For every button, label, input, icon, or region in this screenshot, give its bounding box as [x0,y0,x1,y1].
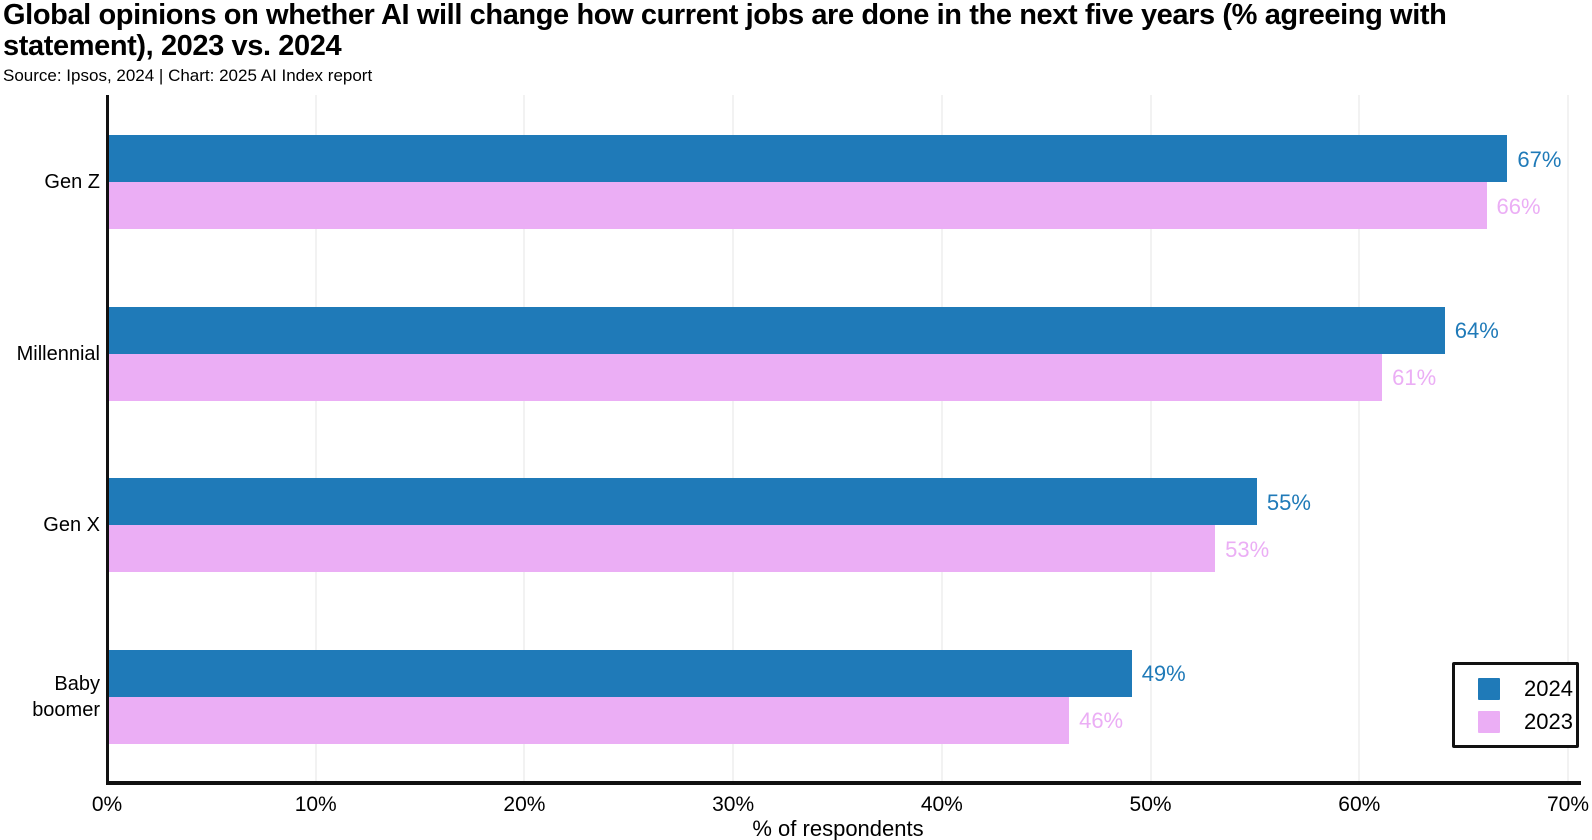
bar-value-label: 53% [1225,536,1270,562]
bar-value-label: 64% [1454,318,1499,343]
bar-2023-baby-boomer [109,696,1070,744]
legend-item-2023: 2023 [1478,709,1576,735]
legend-label-2023: 2023 [1524,708,1573,734]
x-tick-label-30: 30% [712,793,755,816]
legend-swatch-2023 [1478,710,1500,733]
category-label-baby-boomer: Baby boomer [32,672,100,721]
gridline-40 [940,95,943,781]
gridline-20 [523,95,526,781]
bar-2024-gen-x [109,478,1257,525]
category-label-gen-z: Gen Z [44,171,100,193]
category-label-millennial: Millennial [16,342,100,365]
legend: 2024 2023 [1452,662,1579,748]
x-tick-label-50: 50% [1129,793,1172,816]
bar-2023-gen-z [109,182,1487,229]
legend-swatch-2024 [1478,677,1500,700]
x-axis-label: % of respondents [752,816,924,840]
bar-2024-baby-boomer [109,649,1132,697]
gridline-30 [732,95,735,781]
legend-item-2024: 2024 [1478,676,1576,702]
bar-value-label: 49% [1141,661,1186,686]
x-tick-label-70: 70% [1546,793,1590,816]
chart-title: Global opinions on whether AI will chang… [3,0,1447,62]
gridline-70 [1567,95,1569,781]
legend-label-2024: 2024 [1524,675,1573,701]
bar-2023-millennial [109,353,1383,401]
gridline-50 [1149,95,1152,781]
gridline-60 [1358,95,1361,781]
gridline-10 [314,95,317,781]
bar-value-label: 67% [1517,146,1562,172]
bar-2024-millennial [109,306,1445,354]
x-tick-label-40: 40% [920,793,963,816]
bar-value-label: 61% [1392,365,1437,390]
category-label-gen-x: Gen X [43,514,100,536]
chart-header: Global opinions on whether AI will chang… [3,0,1592,86]
x-tick-label-60: 60% [1338,793,1381,816]
bar-2023-gen-x [109,525,1216,572]
bar-value-label: 46% [1079,708,1124,733]
bar-value-label: 66% [1496,193,1541,219]
x-tick-label-10: 10% [294,793,337,816]
bar-2024-gen-z [109,135,1508,182]
bar-value-label: 55% [1266,489,1311,515]
chart-source: Source: Ipsos, 2024 | Chart: 2025 AI Ind… [3,66,373,85]
x-tick-label-0: 0% [91,793,123,816]
y-axis-line [106,95,109,783]
x-axis-line [106,781,1581,785]
x-tick-label-20: 20% [503,793,546,816]
